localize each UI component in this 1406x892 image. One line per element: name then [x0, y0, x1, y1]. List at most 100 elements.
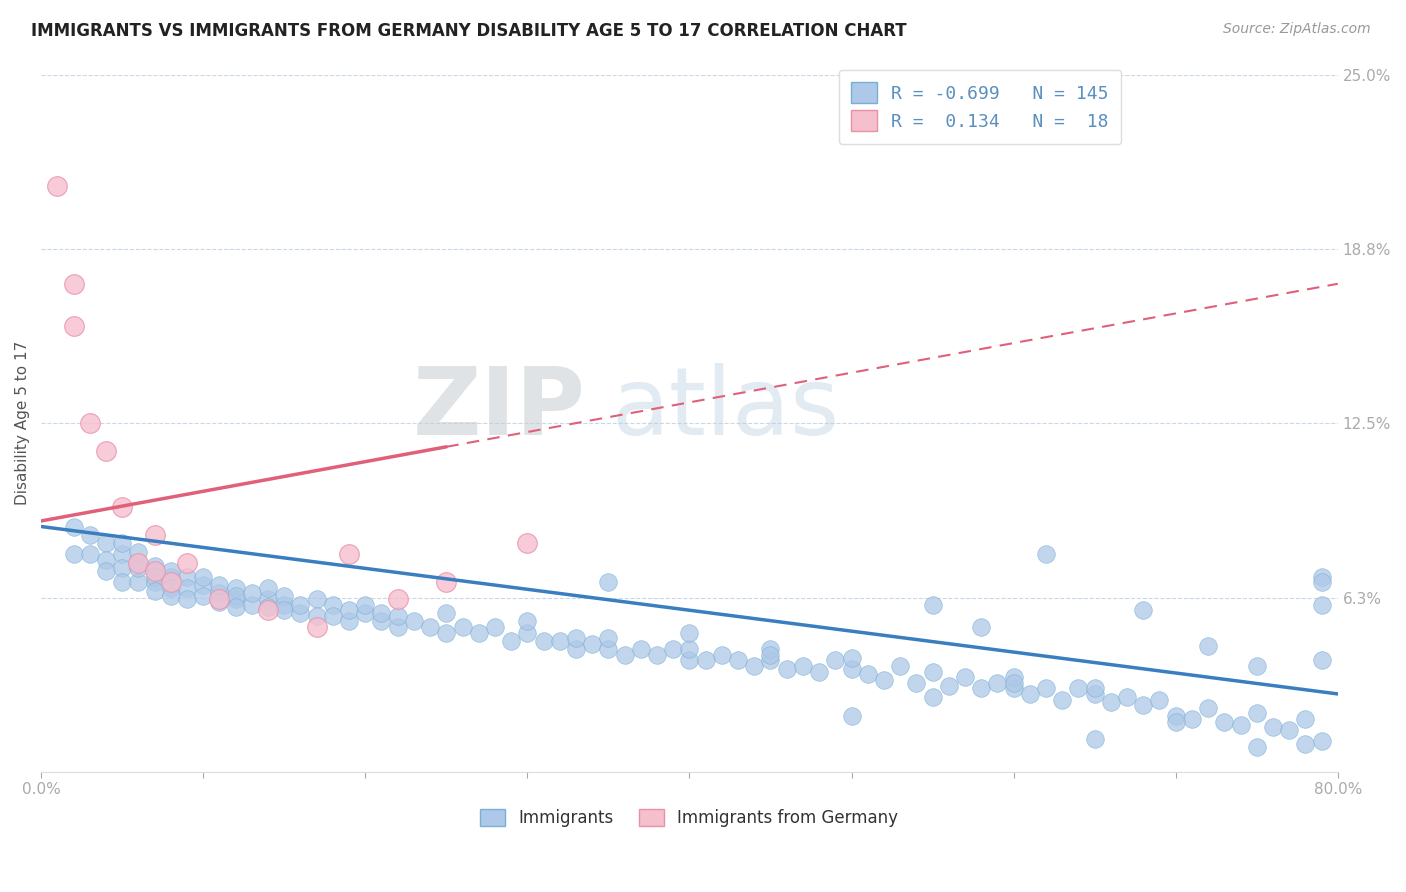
Point [1310, 653, 1333, 667]
Point [273, 598, 295, 612]
Point [305, 620, 328, 634]
Point [337, 603, 360, 617]
Point [467, 625, 489, 640]
Point [370, 606, 392, 620]
Text: Source: ZipAtlas.com: Source: ZipAtlas.com [1223, 22, 1371, 37]
Point [1132, 603, 1154, 617]
Point [337, 548, 360, 562]
Point [62, 548, 84, 562]
Point [94, 536, 117, 550]
Point [176, 556, 198, 570]
Point [290, 606, 312, 620]
Point [1213, 714, 1236, 729]
Point [193, 570, 215, 584]
Point [240, 598, 263, 612]
Point [337, 615, 360, 629]
Point [143, 583, 166, 598]
Point [111, 575, 134, 590]
Point [434, 625, 457, 640]
Point [678, 642, 700, 657]
Point [273, 603, 295, 617]
Point [598, 631, 620, 645]
Point [143, 575, 166, 590]
Point [143, 564, 166, 578]
Point [1261, 720, 1284, 734]
Point [1116, 690, 1139, 704]
Point [1050, 692, 1073, 706]
Point [94, 553, 117, 567]
Text: atlas: atlas [612, 363, 839, 455]
Point [759, 648, 782, 662]
Point [1002, 670, 1025, 684]
Point [1181, 712, 1204, 726]
Point [1197, 701, 1219, 715]
Point [921, 598, 943, 612]
Point [257, 581, 280, 595]
Point [127, 544, 149, 558]
Point [127, 561, 149, 575]
Point [938, 679, 960, 693]
Point [322, 608, 344, 623]
Point [1294, 712, 1316, 726]
Point [1035, 548, 1057, 562]
Point [127, 556, 149, 570]
Point [451, 620, 474, 634]
Point [1310, 734, 1333, 748]
Point [953, 670, 976, 684]
Point [1246, 706, 1268, 721]
Text: ZIP: ZIP [413, 363, 586, 455]
Point [257, 603, 280, 617]
Point [94, 444, 117, 458]
Point [208, 586, 231, 600]
Point [598, 642, 620, 657]
Point [841, 709, 863, 723]
Point [419, 620, 441, 634]
Point [1002, 681, 1025, 696]
Point [970, 620, 993, 634]
Point [1002, 675, 1025, 690]
Point [387, 620, 409, 634]
Point [46, 179, 69, 194]
Point [1084, 731, 1107, 746]
Point [742, 659, 765, 673]
Point [257, 600, 280, 615]
Point [240, 586, 263, 600]
Point [305, 608, 328, 623]
Point [127, 556, 149, 570]
Y-axis label: Disability Age 5 to 17: Disability Age 5 to 17 [15, 341, 30, 506]
Point [1164, 709, 1187, 723]
Point [225, 600, 247, 615]
Point [792, 659, 814, 673]
Point [94, 564, 117, 578]
Point [434, 575, 457, 590]
Point [62, 318, 84, 333]
Point [776, 662, 799, 676]
Point [127, 575, 149, 590]
Point [921, 665, 943, 679]
Point [273, 589, 295, 603]
Point [598, 575, 620, 590]
Point [824, 653, 846, 667]
Point [889, 659, 911, 673]
Point [873, 673, 896, 687]
Point [1246, 739, 1268, 754]
Point [613, 648, 636, 662]
Point [111, 548, 134, 562]
Point [841, 650, 863, 665]
Point [62, 277, 84, 291]
Point [645, 648, 668, 662]
Text: IMMIGRANTS VS IMMIGRANTS FROM GERMANY DISABILITY AGE 5 TO 17 CORRELATION CHART: IMMIGRANTS VS IMMIGRANTS FROM GERMANY DI… [31, 22, 907, 40]
Point [1018, 687, 1040, 701]
Point [856, 667, 879, 681]
Point [193, 578, 215, 592]
Point [808, 665, 831, 679]
Point [354, 606, 377, 620]
Point [370, 615, 392, 629]
Point [402, 615, 425, 629]
Point [387, 592, 409, 607]
Point [1067, 681, 1090, 696]
Point [143, 570, 166, 584]
Point [387, 608, 409, 623]
Point [695, 653, 717, 667]
Point [225, 592, 247, 607]
